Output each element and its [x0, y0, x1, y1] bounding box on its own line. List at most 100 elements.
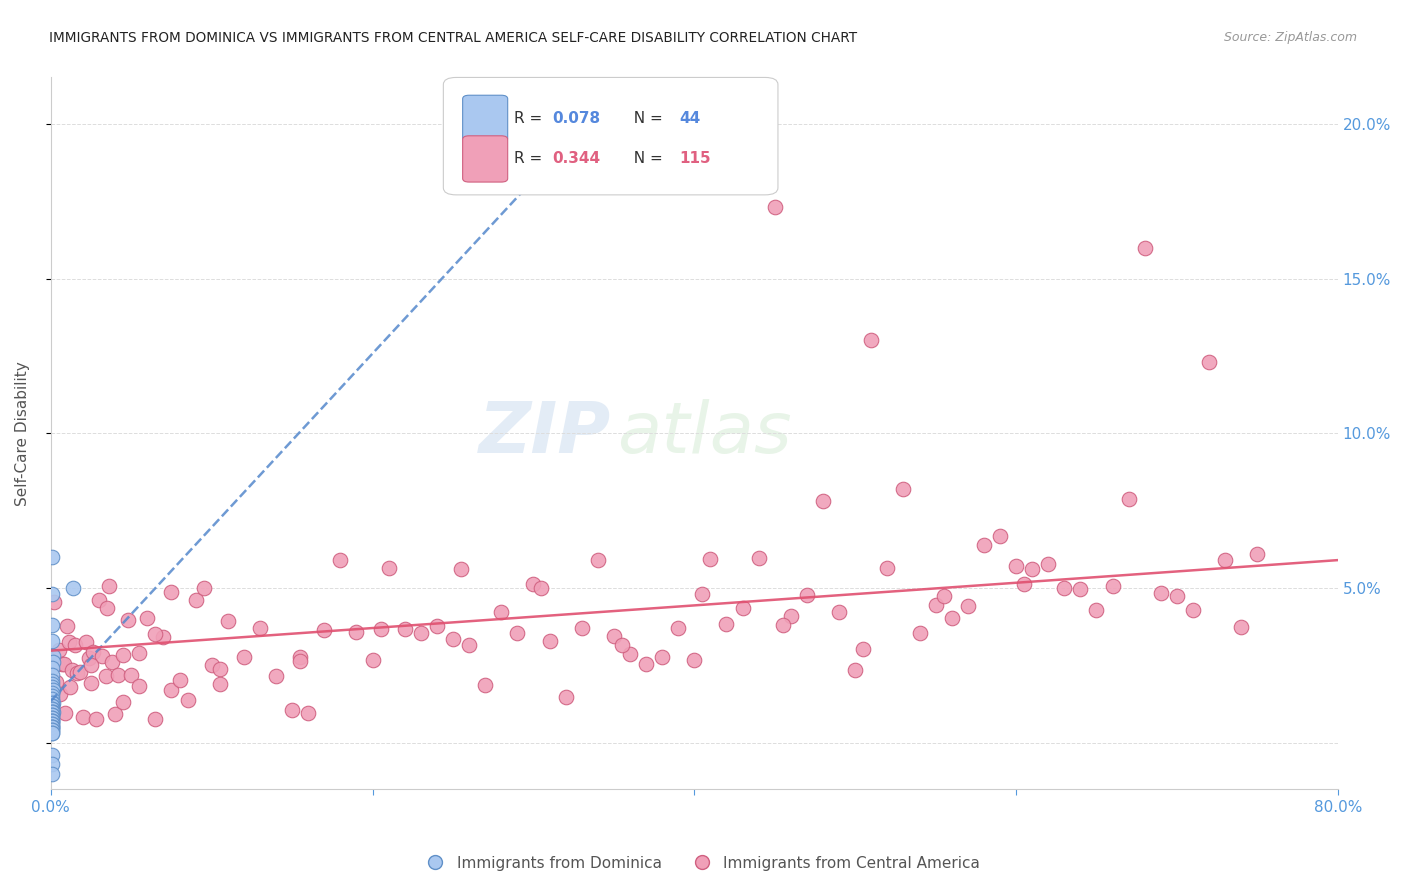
Point [42, 683, 65, 698]
Point [1150, 585, 1173, 599]
Point [145, 626, 167, 640]
Point [160, 585, 183, 599]
Point [811, 494, 834, 508]
Point [1053, 581, 1076, 595]
Point [716, 616, 738, 631]
Point [49, 687, 72, 701]
FancyBboxPatch shape [443, 78, 778, 194]
Point [41, 550, 63, 565]
Point [59, 680, 82, 694]
Point [288, 649, 311, 664]
Point [1005, 559, 1028, 574]
Point [908, 625, 931, 640]
Point [41, 717, 63, 731]
Text: ZIP: ZIP [478, 399, 610, 467]
Point [94, 668, 117, 682]
Point [75, 635, 97, 649]
Point [634, 657, 657, 671]
Point [683, 653, 706, 667]
Point [41, 714, 63, 728]
Point [1133, 241, 1156, 255]
Point [924, 598, 946, 612]
Point [41, 701, 63, 715]
Point [208, 662, 231, 676]
Point [112, 695, 135, 709]
Text: 0.078: 0.078 [553, 111, 600, 126]
Point [145, 712, 167, 726]
Point [112, 648, 135, 662]
Point [84, 712, 107, 726]
Point [41, 673, 63, 688]
Point [1213, 553, 1236, 567]
Point [193, 581, 215, 595]
Point [41, 707, 63, 722]
Point [666, 621, 689, 635]
Point [41, 661, 63, 675]
Point [41, 692, 63, 706]
Point [571, 621, 593, 635]
Point [651, 650, 673, 665]
Point [610, 639, 633, 653]
Point [394, 623, 416, 637]
Point [69, 665, 91, 680]
Point [988, 528, 1011, 542]
Point [474, 678, 496, 692]
Point [506, 626, 529, 640]
Point [41, 677, 63, 691]
Point [128, 679, 150, 693]
Point [1085, 603, 1108, 617]
Point [41, 680, 63, 694]
Point [41, 723, 63, 738]
Point [249, 621, 271, 635]
Point [62, 581, 84, 595]
Point [281, 703, 304, 717]
Point [370, 622, 392, 636]
Point [828, 605, 851, 619]
Text: 115: 115 [679, 151, 710, 166]
Point [1166, 589, 1188, 603]
Point [41, 707, 63, 722]
Point [41, 696, 63, 710]
Point [52, 657, 75, 672]
Point [41, 587, 63, 601]
Point [1181, 602, 1204, 616]
Point [346, 624, 368, 639]
Point [852, 641, 875, 656]
Point [426, 619, 449, 633]
Point [63, 638, 86, 652]
Text: N =: N = [623, 111, 666, 126]
Point [796, 588, 818, 602]
Point [893, 482, 915, 496]
Point [297, 706, 319, 720]
Point [65, 666, 87, 681]
Point [41, 717, 63, 731]
Point [58, 634, 80, 648]
Text: IMMIGRANTS FROM DOMINICA VS IMMIGRANTS FROM CENTRAL AMERICA SELF-CARE DISABILITY: IMMIGRANTS FROM DOMINICA VS IMMIGRANTS F… [49, 31, 858, 45]
Point [1246, 548, 1268, 562]
Point [91, 648, 114, 663]
Point [973, 538, 995, 552]
Point [120, 667, 142, 681]
Point [1012, 576, 1035, 591]
Point [184, 593, 207, 607]
FancyBboxPatch shape [463, 95, 508, 142]
Point [41, 766, 63, 780]
Point [41, 690, 63, 704]
Point [128, 646, 150, 660]
Point [772, 618, 794, 632]
Point [107, 668, 129, 682]
Point [208, 677, 231, 691]
Point [41, 711, 63, 725]
Point [554, 690, 576, 704]
Point [1230, 620, 1253, 634]
Point [201, 658, 224, 673]
Point [1118, 491, 1140, 506]
Point [41, 705, 63, 719]
Point [538, 633, 561, 648]
Point [264, 669, 287, 683]
Point [314, 623, 336, 637]
Point [41, 726, 63, 740]
Point [41, 667, 63, 681]
Point [450, 562, 472, 576]
Point [42, 595, 65, 609]
